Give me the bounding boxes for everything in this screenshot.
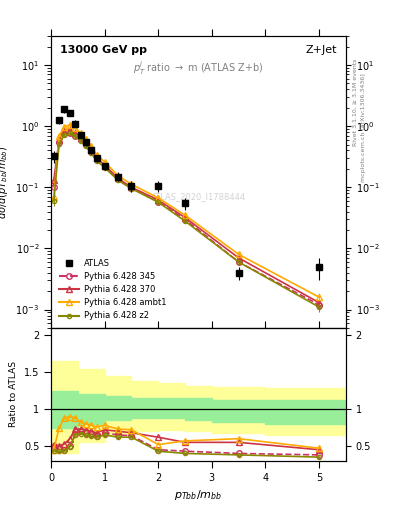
Y-axis label: Ratio to ATLAS: Ratio to ATLAS	[9, 361, 18, 428]
Text: mcplots.cern.ch [arXiv:1306.3436]: mcplots.cern.ch [arXiv:1306.3436]	[361, 74, 366, 182]
Text: Rivet 3.1.10, ≥ 3.1M events: Rivet 3.1.10, ≥ 3.1M events	[353, 59, 358, 146]
Legend: ATLAS, Pythia 6.428 345, Pythia 6.428 370, Pythia 6.428 ambt1, Pythia 6.428 z2: ATLAS, Pythia 6.428 345, Pythia 6.428 37…	[55, 255, 169, 324]
Text: ATLAS_2020_I1788444: ATLAS_2020_I1788444	[151, 192, 246, 201]
Text: Z+Jet: Z+Jet	[305, 45, 337, 55]
Text: 13000 GeV pp: 13000 GeV pp	[60, 45, 147, 55]
Y-axis label: $d\sigma/d(pT_{bb}/m_{bb})$: $d\sigma/d(pT_{bb}/m_{bb})$	[0, 145, 10, 219]
Text: $p_T^j$ ratio $\rightarrow$ m (ATLAS Z+b): $p_T^j$ ratio $\rightarrow$ m (ATLAS Z+b…	[133, 59, 264, 77]
X-axis label: $p_{Tbb}/m_{bb}$: $p_{Tbb}/m_{bb}$	[174, 488, 222, 502]
